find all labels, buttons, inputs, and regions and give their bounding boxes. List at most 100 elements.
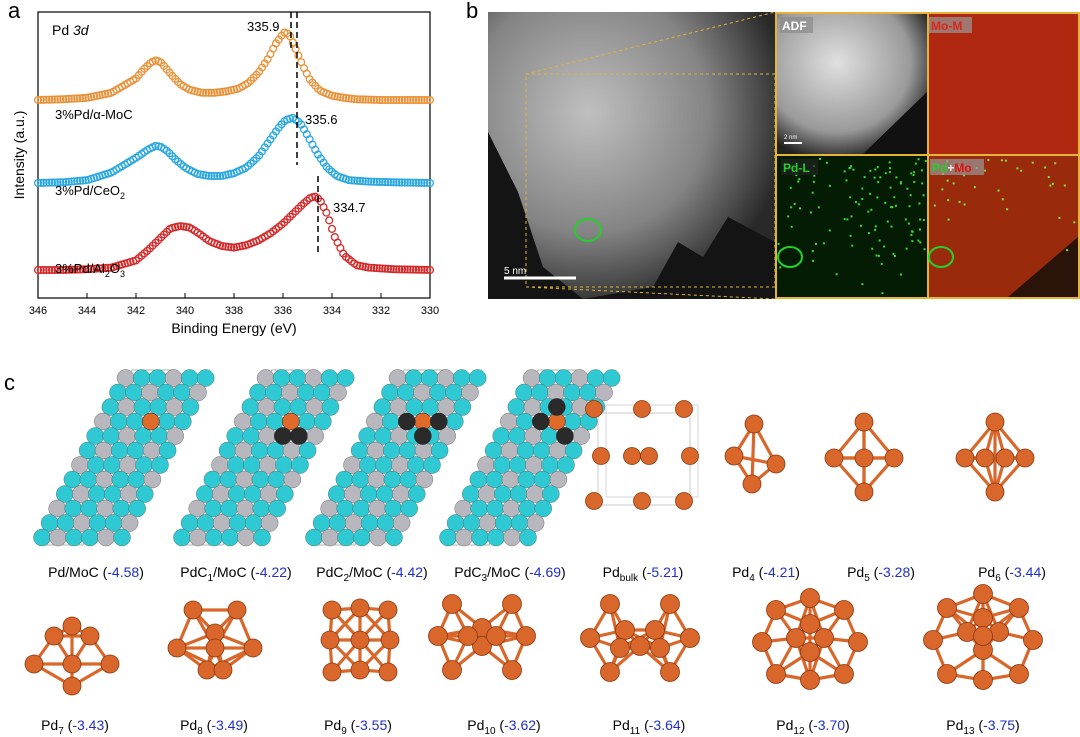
carbon-atom (532, 412, 550, 431)
pd-atom (472, 636, 492, 656)
slab-atom (388, 369, 407, 387)
slab-atom (49, 528, 67, 547)
bond (862, 456, 896, 494)
pd-dot (779, 266, 782, 269)
series-2-point (224, 242, 233, 251)
pd-dot (909, 194, 912, 197)
structure-label: Pd11 (-3.64) (613, 717, 686, 737)
pd-dot (869, 192, 872, 195)
pd-dot (789, 186, 792, 189)
slab-atom (265, 383, 283, 402)
slab-atom (398, 412, 416, 431)
series-1-point (392, 178, 401, 187)
bond (481, 626, 527, 638)
slab-atom (110, 441, 129, 460)
bond (653, 629, 672, 673)
series-0-point (409, 95, 418, 105)
annotation-1: 335.9 (247, 19, 280, 34)
series-0-point (355, 95, 365, 104)
cluster-pd11 (580, 594, 700, 682)
bond (71, 624, 91, 638)
pd-mo-dot (973, 186, 976, 189)
pd-mo-dot (1016, 167, 1019, 170)
bond (981, 630, 1001, 652)
slab-atom (366, 412, 384, 431)
bond (386, 639, 392, 673)
cluster-pd9 (320, 598, 400, 682)
series-2-point (89, 264, 99, 273)
slab-cell (179, 369, 316, 546)
series-1-point (353, 176, 362, 185)
bond (808, 622, 826, 640)
pd-mo-dot (983, 169, 986, 172)
slab-atom (572, 427, 590, 445)
series-2-point (375, 264, 384, 273)
bond (70, 635, 92, 665)
slab-atom (555, 398, 574, 416)
slab-atom (510, 514, 529, 532)
pd-dot (850, 165, 853, 168)
bond (588, 637, 612, 673)
series-1-point (358, 177, 367, 186)
series-2-point (73, 265, 82, 274)
slab-atom (132, 369, 151, 387)
bond (982, 630, 1000, 638)
slab-atom (142, 441, 161, 460)
series-0-point (81, 93, 90, 102)
bond (982, 606, 1020, 638)
series-1-point (39, 178, 48, 187)
slab-atom (88, 485, 106, 503)
bond (981, 593, 1001, 633)
pd-dot (919, 241, 922, 244)
bond (213, 609, 239, 649)
pd-atom (623, 447, 641, 465)
pd-dot (921, 182, 924, 185)
bond (331, 606, 361, 612)
slab-atom (204, 499, 222, 518)
map-pd (777, 156, 927, 297)
series-0-point (364, 95, 373, 104)
series-0-point (358, 95, 367, 104)
bond (328, 638, 362, 672)
slab-atom (125, 383, 143, 402)
cluster-pd7 (24, 616, 120, 696)
slab-model-1 (173, 369, 355, 547)
pd-atom (989, 622, 1009, 642)
bond (931, 607, 949, 641)
slab-atom (358, 427, 376, 445)
title-italic: 3d (73, 22, 90, 38)
label-close: ) (423, 564, 428, 580)
slab-atom (453, 398, 472, 416)
bond (33, 662, 73, 688)
bond (437, 626, 483, 638)
pd-dot (867, 232, 870, 235)
series-1-point (75, 176, 85, 185)
slab-model-3 (439, 369, 621, 547)
bond (176, 631, 216, 650)
series-1-point (36, 178, 45, 187)
slab-atom (579, 383, 597, 402)
slab-atom (320, 369, 339, 387)
pd-atom (322, 600, 342, 620)
pd-dot (904, 218, 907, 221)
slab-atom (266, 412, 284, 431)
series-2-point (325, 216, 334, 225)
bond (608, 644, 642, 674)
label-base: PdC (180, 564, 208, 580)
slab-atom (542, 485, 560, 503)
carbon-atom (414, 427, 432, 445)
series-2-point (403, 265, 412, 274)
slab-atom (212, 485, 230, 503)
slab-atom (360, 514, 379, 532)
series-0-point (369, 95, 379, 104)
adsorption-energy: -3.62 (504, 717, 537, 733)
slab-atom (104, 514, 123, 532)
slab-atom (127, 470, 146, 489)
bond (982, 592, 1020, 610)
bond (809, 608, 845, 626)
map-label-mo: Mo-M (931, 19, 962, 33)
bond (809, 596, 845, 612)
series-1-point (372, 177, 381, 186)
slab-atom (174, 412, 192, 431)
slab-atom (541, 456, 559, 474)
